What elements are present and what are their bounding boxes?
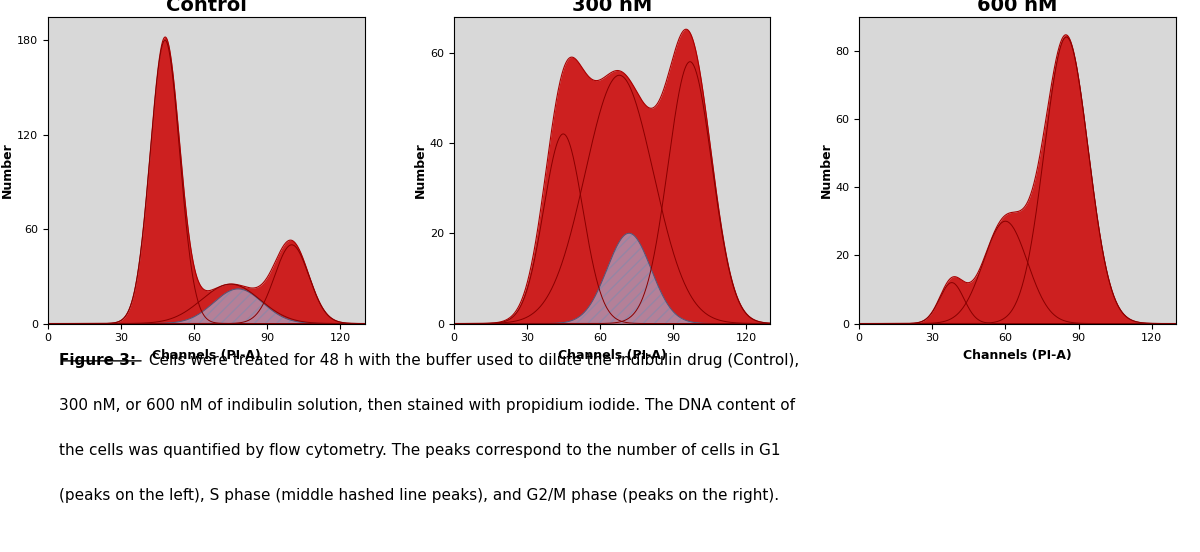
Y-axis label: Number: Number [1, 142, 14, 198]
Title: Control: Control [166, 0, 247, 15]
X-axis label: Channels (PI-A): Channels (PI-A) [964, 349, 1072, 362]
Title: 600 nM: 600 nM [977, 0, 1057, 15]
X-axis label: Channels (PI-A): Channels (PI-A) [152, 349, 260, 362]
Text: Cells were treated for 48 h with the buffer used to dilute the indibulin drug (C: Cells were treated for 48 h with the buf… [144, 353, 799, 368]
Text: 300 nM, or 600 nM of indibulin solution, then stained with propidium iodide. The: 300 nM, or 600 nM of indibulin solution,… [59, 397, 796, 413]
Text: (peaks on the left), S phase (middle hashed line peaks), and G2/M phase (peaks o: (peaks on the left), S phase (middle has… [59, 488, 780, 503]
Text: Figure 3:: Figure 3: [59, 353, 137, 368]
X-axis label: Channels (PI-A): Channels (PI-A) [558, 349, 666, 362]
Y-axis label: Number: Number [414, 142, 427, 198]
Title: 300 nM: 300 nM [572, 0, 652, 15]
Text: the cells was quantified by flow cytometry. The peaks correspond to the number o: the cells was quantified by flow cytomet… [59, 443, 781, 458]
Y-axis label: Number: Number [820, 142, 833, 198]
